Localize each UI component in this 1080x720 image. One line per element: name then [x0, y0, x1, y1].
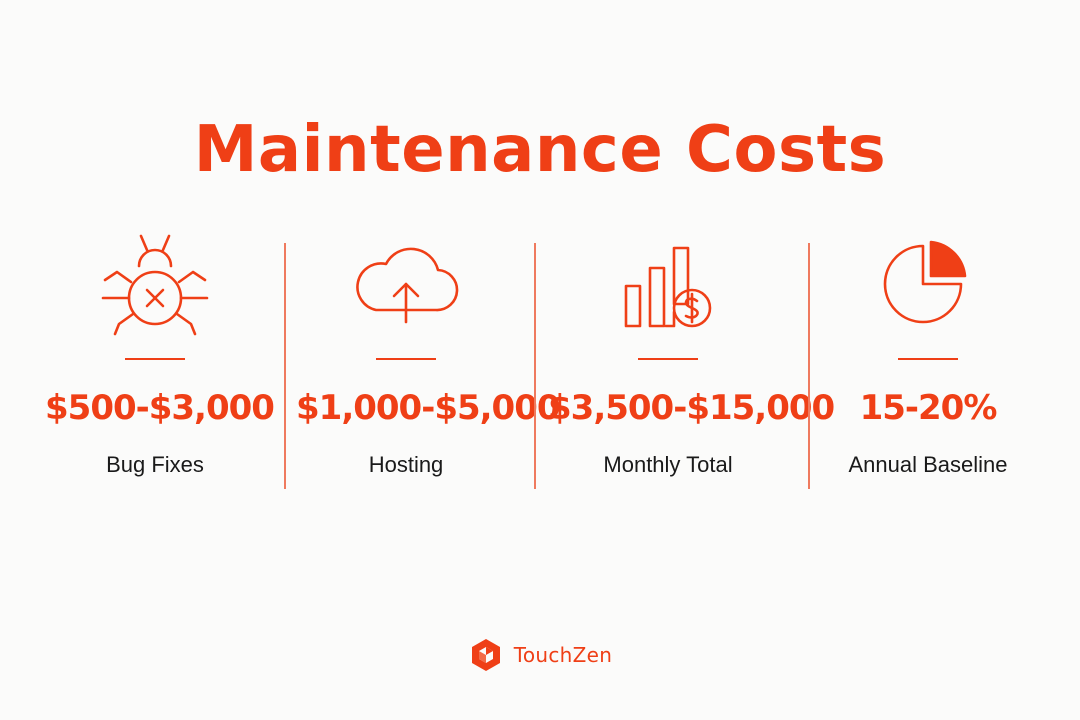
stat-label: Monthly Total [603, 452, 733, 477]
column-divider [534, 243, 536, 489]
page-title: Maintenance Costs [193, 112, 887, 187]
stat-label: Annual Baseline [848, 452, 1008, 477]
touchzen-logo-icon [471, 639, 500, 671]
bug-icon [95, 228, 215, 338]
brand-name: TouchZen [513, 643, 613, 667]
stat-hosting: $1,000-$5,000 Hosting [296, 220, 561, 500]
column-divider [284, 243, 286, 489]
divider-rule [898, 358, 958, 360]
stat-value: $500-$3,000 [45, 388, 275, 428]
divider-rule [638, 358, 698, 360]
stat-label: Bug Fixes [106, 452, 204, 477]
stat-annual-baseline: 15-20% Annual Baseline [818, 220, 1038, 500]
pie-chart-icon [868, 228, 988, 338]
stat-bug-fixes: $500-$3,000 Bug Fixes [45, 220, 275, 500]
stat-value: $3,500-$15,000 [548, 388, 835, 428]
stat-value: 15-20% [859, 388, 998, 428]
cloud-upload-icon [346, 228, 466, 338]
brand-footer: TouchZen [0, 630, 1080, 680]
divider-rule [125, 358, 185, 360]
stat-value: $1,000-$5,000 [296, 388, 561, 428]
divider-rule [376, 358, 436, 360]
stat-label: Hosting [368, 452, 444, 477]
stat-monthly-total: $3,500-$15,000 Monthly Total [548, 220, 835, 500]
bar-chart-dollar-icon [608, 228, 728, 338]
column-divider [808, 243, 810, 489]
